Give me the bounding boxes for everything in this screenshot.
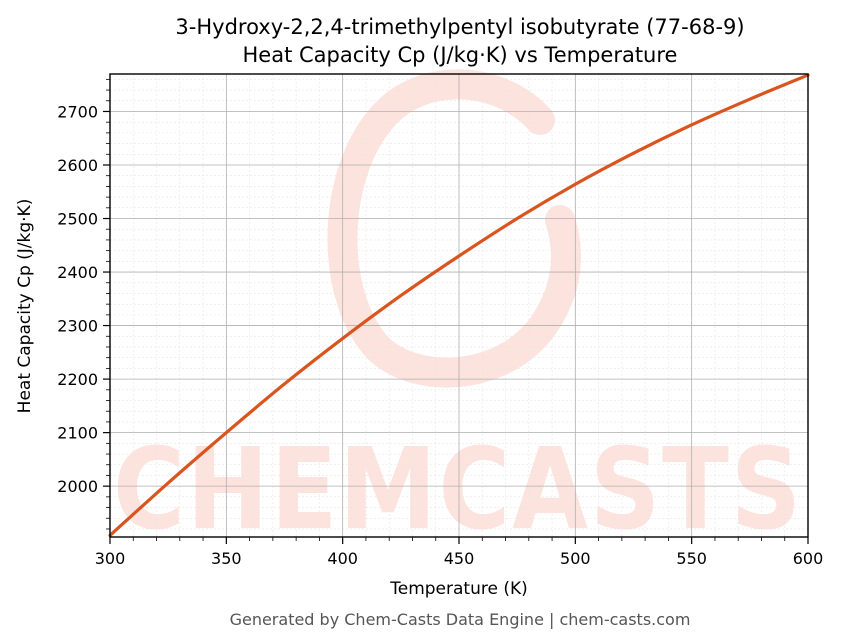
chemcasts-watermark: CHEMCASTS xyxy=(113,69,803,555)
y-tick-label: 2700 xyxy=(57,102,98,121)
x-axis-ticks: 300 350 400 450 500 550 600 xyxy=(95,537,824,568)
chart-subtitle: Heat Capacity Cp (J/kg·K) vs Temperature xyxy=(243,43,678,67)
y-tick-label: 2000 xyxy=(57,477,98,496)
footer-credit: Generated by Chem-Casts Data Engine | ch… xyxy=(230,610,691,629)
x-tick-label: 550 xyxy=(676,549,707,568)
x-tick-label: 450 xyxy=(444,549,475,568)
x-tick-label: 300 xyxy=(95,549,126,568)
y-axis-label: Heat Capacity Cp (J/kg·K) xyxy=(15,199,35,414)
x-tick-label: 400 xyxy=(327,549,358,568)
y-tick-label: 2500 xyxy=(57,210,98,229)
x-tick-label: 600 xyxy=(793,549,824,568)
y-tick-label: 2600 xyxy=(57,156,98,175)
watermark-text: CHEMCASTS xyxy=(113,425,803,555)
x-tick-label: 350 xyxy=(211,549,242,568)
y-tick-label: 2200 xyxy=(57,370,98,389)
x-tick-label: 500 xyxy=(560,549,591,568)
watermark-logo-swirl xyxy=(327,69,581,388)
cp-series-line xyxy=(108,73,810,537)
y-axis-ticks: 2000 2100 2200 2300 2400 2500 2600 2700 xyxy=(57,78,110,530)
y-tick-label: 2300 xyxy=(57,317,98,336)
y-tick-label: 2400 xyxy=(57,263,98,282)
x-axis-label: Temperature (K) xyxy=(389,579,528,599)
chart-title: 3-Hydroxy-2,2,4-trimethylpentyl isobutyr… xyxy=(175,15,744,39)
y-tick-label: 2100 xyxy=(57,424,98,443)
